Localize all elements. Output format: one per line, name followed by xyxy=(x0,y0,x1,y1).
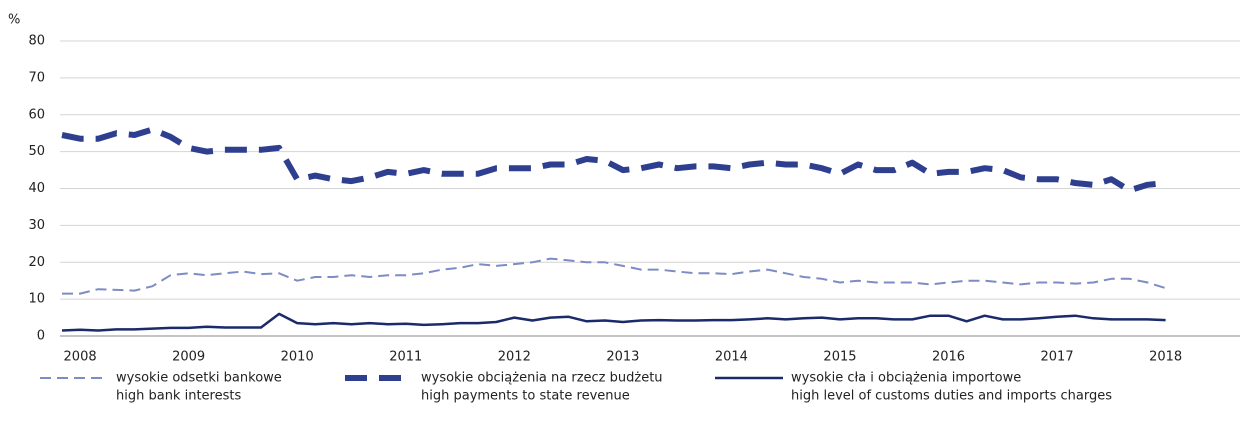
y-tick-label: 70 xyxy=(28,70,45,85)
x-tick-label: 2011 xyxy=(389,350,422,365)
y-tick-label: 30 xyxy=(28,218,45,233)
y-unit-label: % xyxy=(8,13,20,28)
legend-label: wysokie cła i obciążenia importowe xyxy=(791,371,1021,386)
x-tick-label: 2008 xyxy=(64,350,97,365)
y-tick-label: 50 xyxy=(28,144,45,159)
y-tick-label: 20 xyxy=(28,255,45,270)
series-line xyxy=(61,126,1166,194)
y-tick-label: 10 xyxy=(28,292,45,307)
legend-label-en: high level of customs duties and imports… xyxy=(791,389,1112,404)
x-tick-label: 2010 xyxy=(281,350,314,365)
x-tick-label: 2016 xyxy=(932,350,965,365)
legend-label-en: high bank interests xyxy=(116,389,241,404)
legend-label: wysokie odsetki bankowe xyxy=(116,371,282,386)
x-tick-label: 2018 xyxy=(1149,350,1182,365)
y-tick-label: 0 xyxy=(37,329,45,344)
y-tick-label: 80 xyxy=(28,34,45,49)
x-tick-label: 2014 xyxy=(715,350,748,365)
y-tick-label: 60 xyxy=(28,107,45,122)
x-tick-label: 2017 xyxy=(1041,350,1074,365)
y-tick-label: 40 xyxy=(28,181,45,196)
legend-label: wysokie obciążenia na rzecz budżetu xyxy=(421,371,663,386)
legend-label-en: high payments to state revenue xyxy=(421,389,630,404)
x-tick-label: 2009 xyxy=(172,350,205,365)
series-line xyxy=(62,257,1166,295)
x-tick-label: 2012 xyxy=(498,350,531,365)
x-tick-label: 2015 xyxy=(823,350,856,365)
series-line xyxy=(61,312,1166,332)
x-tick-label: 2013 xyxy=(606,350,639,365)
